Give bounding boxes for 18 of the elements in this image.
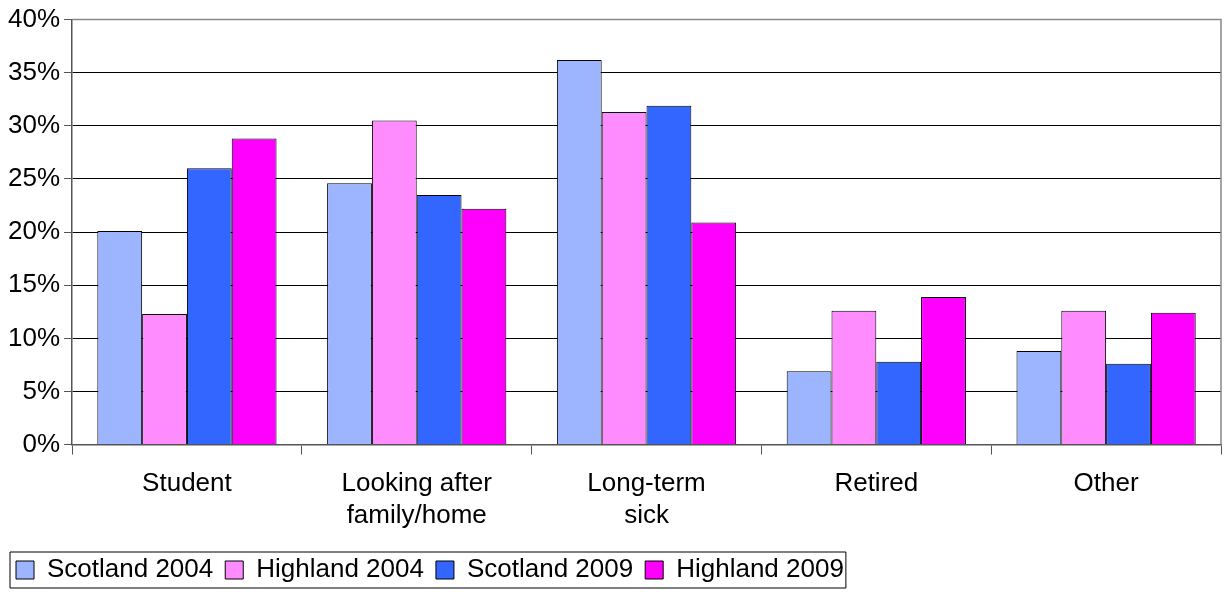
y-tick-label: 15% xyxy=(7,268,61,299)
y-tick-label: 30% xyxy=(7,109,61,140)
y-tick-label: 25% xyxy=(7,162,61,193)
y-tick-label: 5% xyxy=(22,374,61,405)
legend-label: Scotland 2004 xyxy=(47,553,214,584)
y-tick-label: 0% xyxy=(22,427,61,458)
x-tick-label: Retired xyxy=(834,467,919,498)
legend-label: Highland 2004 xyxy=(256,553,424,584)
y-tick-label: 20% xyxy=(7,215,61,246)
legend-label: Highland 2009 xyxy=(676,553,844,584)
y-tick-label: 35% xyxy=(7,55,61,86)
x-tick-label: Long-term sick xyxy=(587,467,706,529)
x-tick-label: Other xyxy=(1073,467,1139,498)
x-tick-label: Looking after family/home xyxy=(341,467,493,529)
y-tick-label: 40% xyxy=(7,2,61,33)
x-tick-label: Student xyxy=(142,467,233,498)
legend-label: Scotland 2009 xyxy=(466,553,634,584)
y-tick-label: 10% xyxy=(7,321,61,352)
